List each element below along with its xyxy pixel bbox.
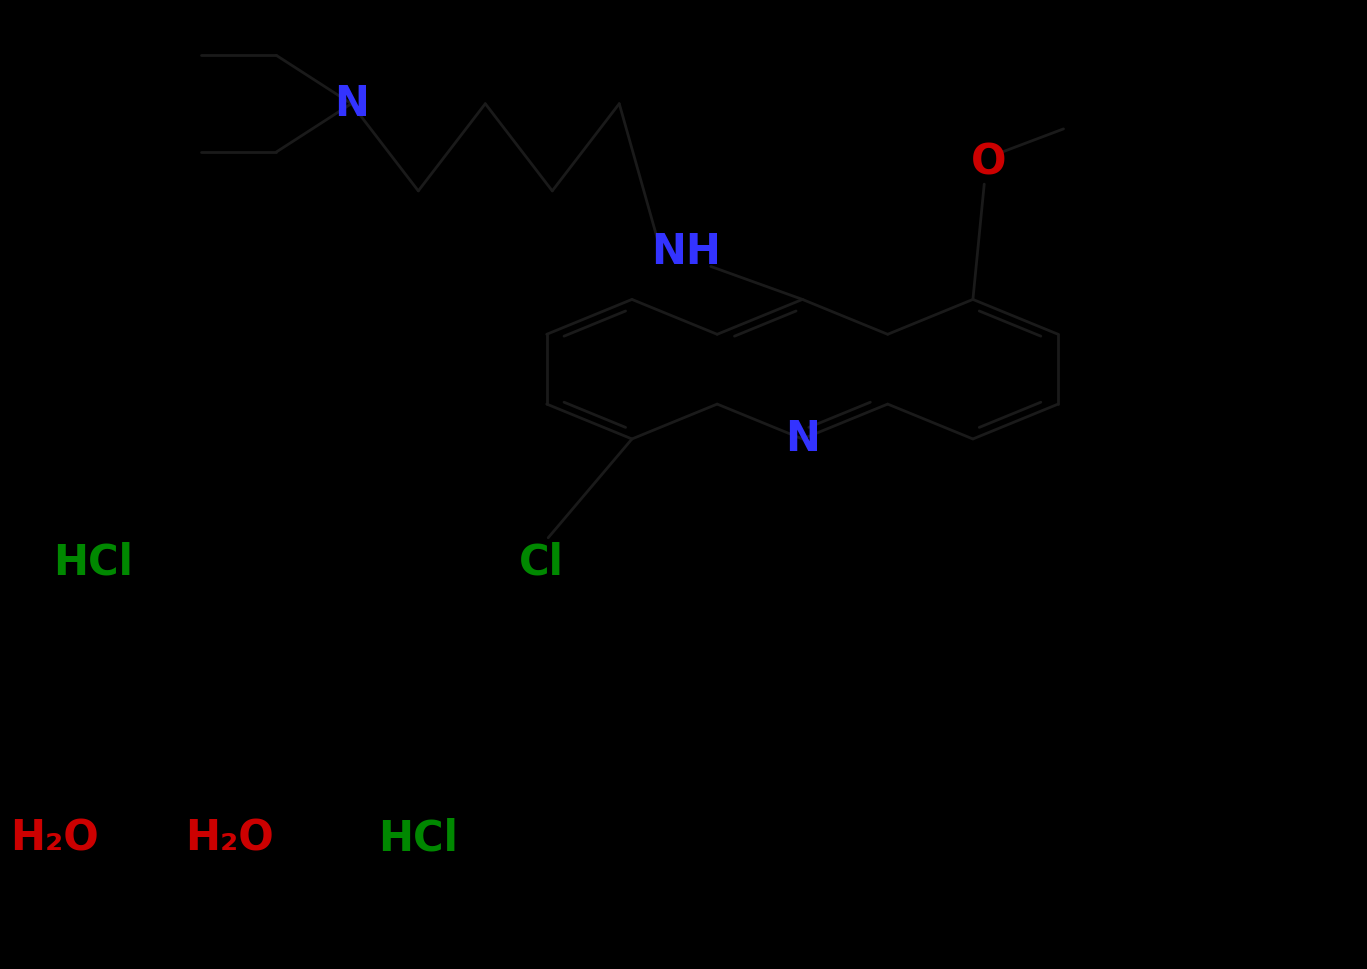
Text: Cl: Cl (519, 541, 563, 583)
Text: O: O (971, 141, 1006, 184)
Text: HCl: HCl (53, 541, 133, 583)
Text: N: N (334, 82, 369, 125)
Text: NH: NH (651, 231, 722, 273)
Text: H₂O: H₂O (186, 817, 273, 860)
Text: H₂O: H₂O (11, 817, 98, 860)
Text: HCl: HCl (379, 817, 458, 860)
Text: N: N (785, 418, 820, 460)
